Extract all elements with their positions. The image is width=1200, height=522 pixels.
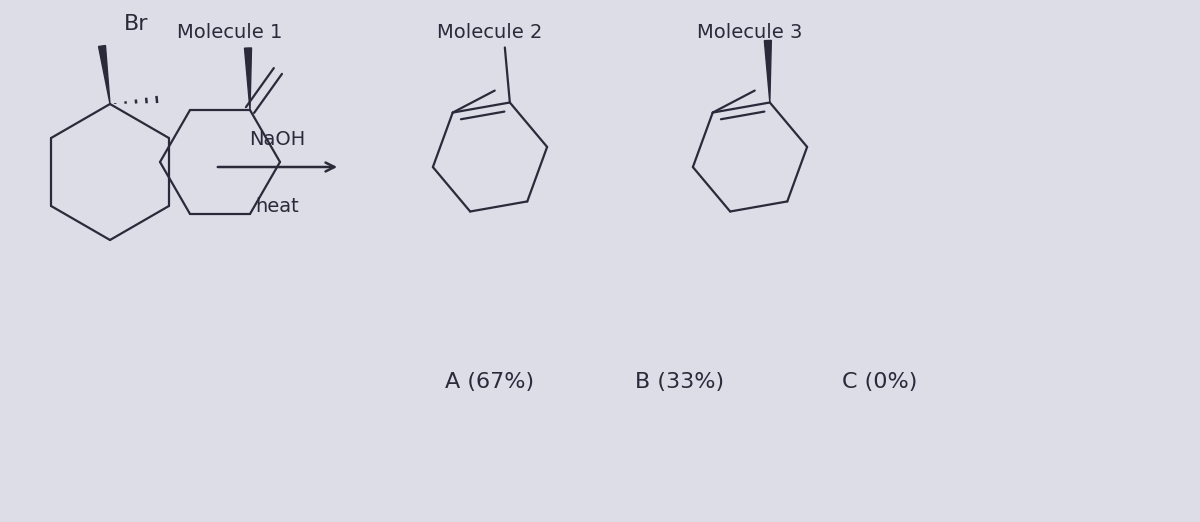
Text: Molecule 2: Molecule 2 xyxy=(437,22,542,42)
Polygon shape xyxy=(245,48,252,110)
Polygon shape xyxy=(98,45,110,104)
Polygon shape xyxy=(764,40,772,102)
Text: Br: Br xyxy=(124,14,149,34)
Text: Molecule 3: Molecule 3 xyxy=(697,22,803,42)
Text: C (0%): C (0%) xyxy=(842,372,918,392)
Text: B (33%): B (33%) xyxy=(636,372,725,392)
Text: heat: heat xyxy=(256,197,299,216)
Text: A (67%): A (67%) xyxy=(445,372,534,392)
Text: NaOH: NaOH xyxy=(250,130,306,149)
Text: Molecule 1: Molecule 1 xyxy=(178,22,283,42)
